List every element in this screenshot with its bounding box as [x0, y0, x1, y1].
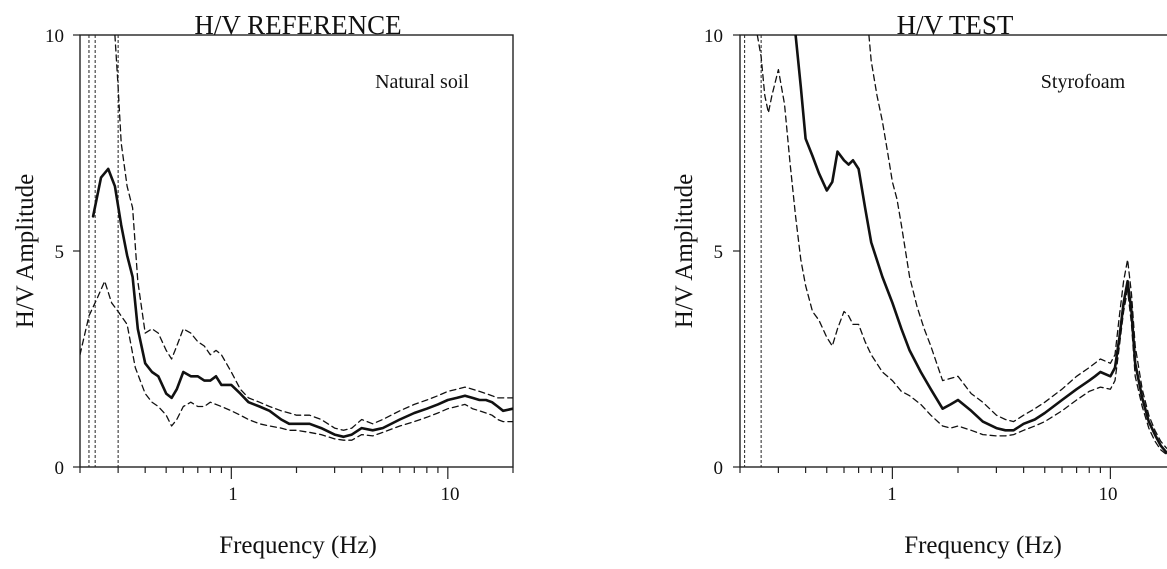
window-lines: [744, 35, 762, 467]
x-tick-label-10: 10: [1099, 484, 1118, 505]
y-tick-label-0: 0: [55, 458, 65, 479]
chart-annotation: Natural soil: [375, 71, 469, 93]
y-axis-label: H/V Amplitude: [671, 174, 698, 328]
y-axis-label: H/V Amplitude: [12, 174, 39, 328]
x-axis-label: Frequency (Hz): [904, 532, 1062, 559]
std-bound-curve: [756, 35, 1167, 456]
std-bound-curve: [80, 280, 513, 441]
y-tick-label-5: 5: [55, 242, 65, 263]
chart-annotation: Styrofoam: [1041, 71, 1126, 93]
hv-curves: [80, 35, 513, 441]
x-tick-marks: [79, 467, 514, 479]
std-bound-curve: [868, 35, 1167, 450]
y-tick-label-5: 5: [714, 242, 724, 263]
x-tick-label-1: 1: [887, 484, 897, 505]
plot-frame: [79, 34, 514, 468]
y-tick-label-0: 0: [714, 458, 724, 479]
x-axis-label: Frequency (Hz): [219, 532, 377, 559]
mean-hv-curve: [794, 35, 1167, 455]
x-tick-label-1: 1: [228, 484, 238, 505]
y-tick-marks: [733, 34, 740, 468]
panel-test: H/V TEST Styrofoam Frequency (Hz) H/V Am…: [671, 10, 1167, 559]
window-lines: [88, 35, 119, 467]
y-tick-marks: [73, 34, 80, 468]
y-tick-label-10: 10: [45, 26, 64, 47]
mean-hv-curve: [91, 167, 513, 439]
y-tick-label-10: 10: [704, 26, 723, 47]
x-tick-marks: [739, 467, 1111, 479]
x-tick-label-10: 10: [441, 484, 460, 505]
std-bound-curve: [114, 35, 513, 431]
panel-reference: H/V REFERENCE Natural soil Frequency (Hz…: [12, 10, 514, 559]
hv-curves: [756, 35, 1167, 456]
